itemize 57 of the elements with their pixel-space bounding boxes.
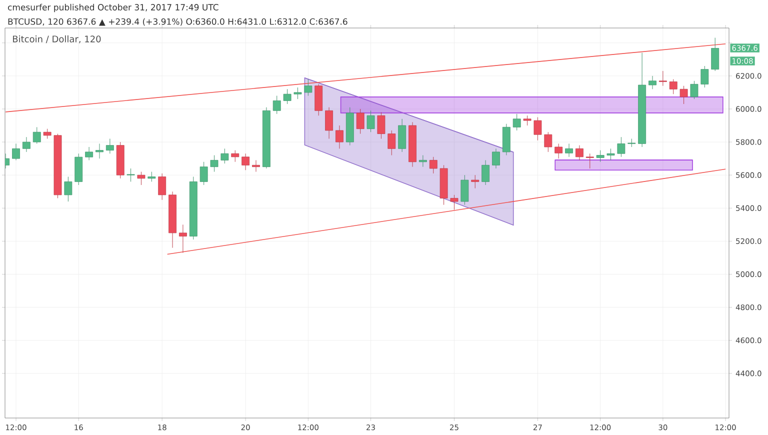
text: Bitcoin / Dollar, 120 xyxy=(13,35,101,44)
candlestick xyxy=(554,143,563,159)
candlestick xyxy=(22,136,30,152)
candlestick xyxy=(272,96,281,114)
candlestick xyxy=(158,173,166,200)
candlestick xyxy=(482,160,490,186)
candlestick xyxy=(606,148,615,160)
candlestick xyxy=(512,114,521,131)
candlestick xyxy=(294,87,302,100)
candlestick xyxy=(252,160,260,172)
candlestick xyxy=(210,154,218,172)
candlestick xyxy=(492,148,500,169)
candlestick xyxy=(544,132,552,152)
candlestick xyxy=(534,116,542,141)
candlestick xyxy=(711,37,720,72)
candlestick xyxy=(106,138,114,154)
candlestick xyxy=(418,154,427,168)
candlestick xyxy=(126,168,135,182)
candlestick xyxy=(680,86,688,104)
candlestick xyxy=(304,78,312,96)
candlestick xyxy=(242,153,250,170)
candlestick xyxy=(669,78,678,94)
candlestick xyxy=(283,88,292,104)
candlestick xyxy=(231,150,240,162)
candlestick xyxy=(658,70,667,86)
candlestick xyxy=(523,115,532,126)
candlestick xyxy=(700,66,709,88)
candlestick xyxy=(596,150,604,162)
candlestick xyxy=(460,174,469,206)
candlestick xyxy=(377,112,386,139)
candlestick xyxy=(96,143,104,159)
candlestick xyxy=(64,176,72,202)
candlestick xyxy=(325,107,333,139)
candlestick xyxy=(137,172,146,186)
candlestick xyxy=(471,174,480,189)
candlestick xyxy=(200,162,208,186)
candlestick xyxy=(450,194,458,210)
candlestick xyxy=(690,80,698,100)
candlestick xyxy=(12,143,20,160)
candlestick xyxy=(356,108,364,134)
candlestick xyxy=(617,136,626,158)
candlestick xyxy=(429,156,438,174)
text: cmesurfer published October 31, 2017 17:49 UTC xyxy=(8,4,218,12)
candlestick xyxy=(586,153,594,169)
candlestick xyxy=(398,118,406,152)
candlestick xyxy=(565,143,573,158)
candlestick xyxy=(648,76,656,90)
candlestick xyxy=(220,148,229,164)
candlestick xyxy=(388,130,396,156)
candlestick xyxy=(148,172,156,182)
text: BTCUSD, 120 6367.6 ▲ +239.4 (+3.91%) O:6360.0 H:6431.0 L:6312.0 C:6367.6 xyxy=(8,18,348,26)
candlestick xyxy=(366,110,375,132)
candlestick xyxy=(32,126,41,144)
candlestick xyxy=(336,125,344,149)
candlestick xyxy=(85,146,94,160)
candlestick xyxy=(576,145,584,160)
candlestick xyxy=(43,128,52,139)
